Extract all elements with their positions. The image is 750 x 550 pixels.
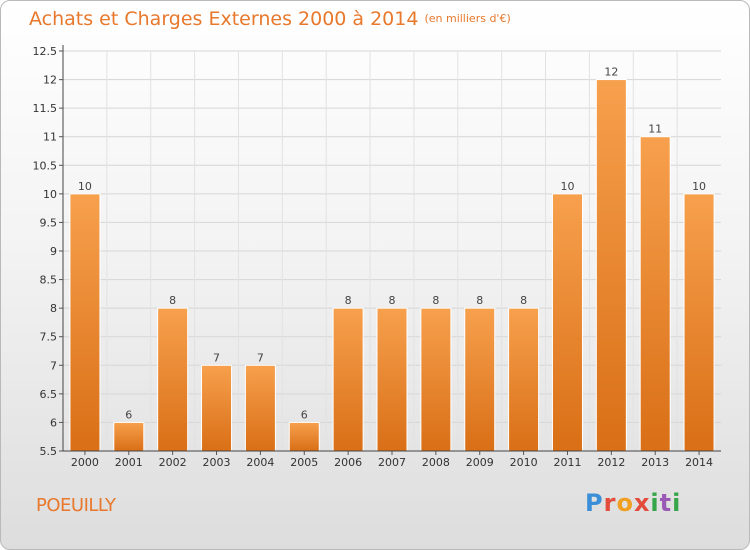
bar <box>244 364 276 452</box>
bar-value-label: 10 <box>692 180 706 193</box>
bar-value-label: 6 <box>125 408 132 421</box>
bar <box>288 421 320 452</box>
bar <box>464 307 496 452</box>
x-tick-label: 2012 <box>597 456 625 469</box>
bar <box>683 193 715 452</box>
y-tick-label: 12.5 <box>33 45 58 58</box>
bar-value-label: 7 <box>213 351 220 364</box>
bar <box>157 307 189 452</box>
bar <box>420 307 452 452</box>
x-tick-label: 2001 <box>115 456 143 469</box>
bar <box>551 193 583 452</box>
chart-title-text: Achats et Charges Externes 2000 à 2014 <box>29 8 419 30</box>
bar <box>508 307 540 452</box>
x-tick-label: 2003 <box>203 456 231 469</box>
y-tick-label: 6 <box>50 416 57 429</box>
bar-value-label: 8 <box>476 294 483 307</box>
x-tick-label: 2014 <box>685 456 713 469</box>
bar <box>595 79 627 452</box>
commune-name: POEUILLY <box>36 495 116 516</box>
x-tick-label: 2002 <box>159 456 187 469</box>
bar-value-label: 8 <box>389 294 396 307</box>
bar-value-label: 12 <box>604 66 618 79</box>
chart-unit: (en milliers d'€) <box>424 12 511 25</box>
bar <box>376 307 408 452</box>
bar <box>113 421 145 452</box>
x-tick-label: 2011 <box>553 456 581 469</box>
x-tick-label: 2013 <box>641 456 669 469</box>
y-tick-label: 11.5 <box>33 102 58 115</box>
y-tick-label: 8.5 <box>40 274 58 287</box>
y-tick-label: 10.5 <box>33 159 58 172</box>
y-tick-label: 9 <box>50 245 57 258</box>
y-tick-label: 11 <box>43 131 57 144</box>
bar-value-label: 7 <box>257 351 264 364</box>
y-tick-label: 7.5 <box>40 331 58 344</box>
bar-value-label: 11 <box>648 123 662 136</box>
bar-value-label: 10 <box>78 180 92 193</box>
x-tick-label: 2005 <box>290 456 318 469</box>
bar-value-label: 10 <box>560 180 574 193</box>
y-tick-label: 12 <box>43 74 57 87</box>
x-tick-label: 2004 <box>246 456 274 469</box>
x-tick-label: 2010 <box>510 456 538 469</box>
y-tick-label: 5.5 <box>40 445 58 458</box>
bar <box>332 307 364 452</box>
y-tick-label: 8 <box>50 302 57 315</box>
bar-value-label: 8 <box>520 294 527 307</box>
bar-value-label: 8 <box>432 294 439 307</box>
bars: 10 6 8 7 7 6 8 8 8 8 8 10 12 11 10 <box>69 66 715 452</box>
x-tick-label: 2009 <box>466 456 494 469</box>
chart-title: Achats et Charges Externes 2000 à 2014 (e… <box>29 8 511 30</box>
y-tick-label: 10 <box>43 188 57 201</box>
bar-value-label: 8 <box>169 294 176 307</box>
y-tick-label: 6.5 <box>40 388 58 401</box>
y-tick-label: 9.5 <box>40 216 58 229</box>
bar <box>639 136 671 452</box>
bar-value-label: 8 <box>345 294 352 307</box>
bar <box>69 193 101 452</box>
x-tick-label: 2000 <box>71 456 99 469</box>
x-tick-label: 2006 <box>334 456 362 469</box>
y-tick-label: 7 <box>50 359 57 372</box>
axes: 5.5 6 6.5 7 7.5 8 8.5 9 9.5 10 10.5 11 11.5 12 12.5 200… <box>33 45 721 469</box>
proxiti-logo: Proxiti <box>585 489 682 517</box>
x-tick-label: 2008 <box>422 456 450 469</box>
x-tick-label: 2007 <box>378 456 406 469</box>
bar <box>201 364 233 452</box>
bar-value-label: 6 <box>301 408 308 421</box>
